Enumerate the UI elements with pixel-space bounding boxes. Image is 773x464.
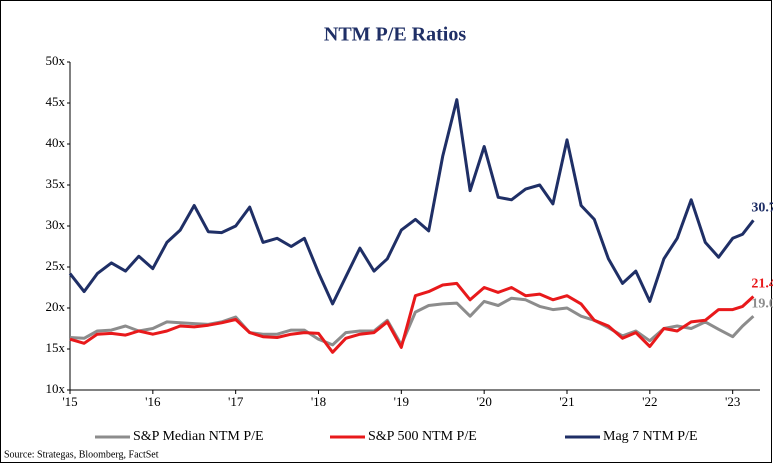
x-tick-label: '17 [228, 394, 244, 409]
legend-label: S&P 500 NTM P/E [368, 429, 477, 444]
x-tick-label: '16 [145, 394, 161, 409]
end-label: 21.4 [751, 277, 773, 292]
legend-label: S&P Median NTM P/E [133, 429, 264, 444]
y-tick-label: 50x [46, 53, 66, 68]
y-tick-label: 20x [46, 299, 66, 314]
x-tick-label: '23 [725, 394, 740, 409]
x-tick-label: '18 [311, 394, 326, 409]
y-tick-label: 25x [46, 258, 66, 273]
x-tick-label: '22 [642, 394, 657, 409]
legend-label: Mag 7 NTM P/E [603, 429, 698, 444]
x-tick-label: '21 [559, 394, 574, 409]
y-tick-label: 30x [46, 217, 66, 232]
y-tick-label: 40x [46, 135, 66, 150]
y-tick-label: 10x [46, 381, 66, 396]
end-label: 19.0 [751, 296, 773, 311]
x-tick-label: '20 [476, 394, 491, 409]
source: Source: Strategas, Bloomberg, FactSet [4, 449, 159, 460]
chart-title: NTM P/E Ratios [324, 24, 466, 46]
x-tick-label: '15 [62, 394, 77, 409]
y-tick-label: 15x [46, 340, 66, 355]
series-line [69, 281, 755, 354]
y-tick-label: 35x [46, 176, 66, 191]
end-label: 30.7 [751, 200, 773, 215]
series-line [69, 296, 755, 347]
x-tick-label: '19 [394, 394, 409, 409]
y-tick-label: 45x [46, 94, 66, 109]
series-line [68, 98, 755, 306]
